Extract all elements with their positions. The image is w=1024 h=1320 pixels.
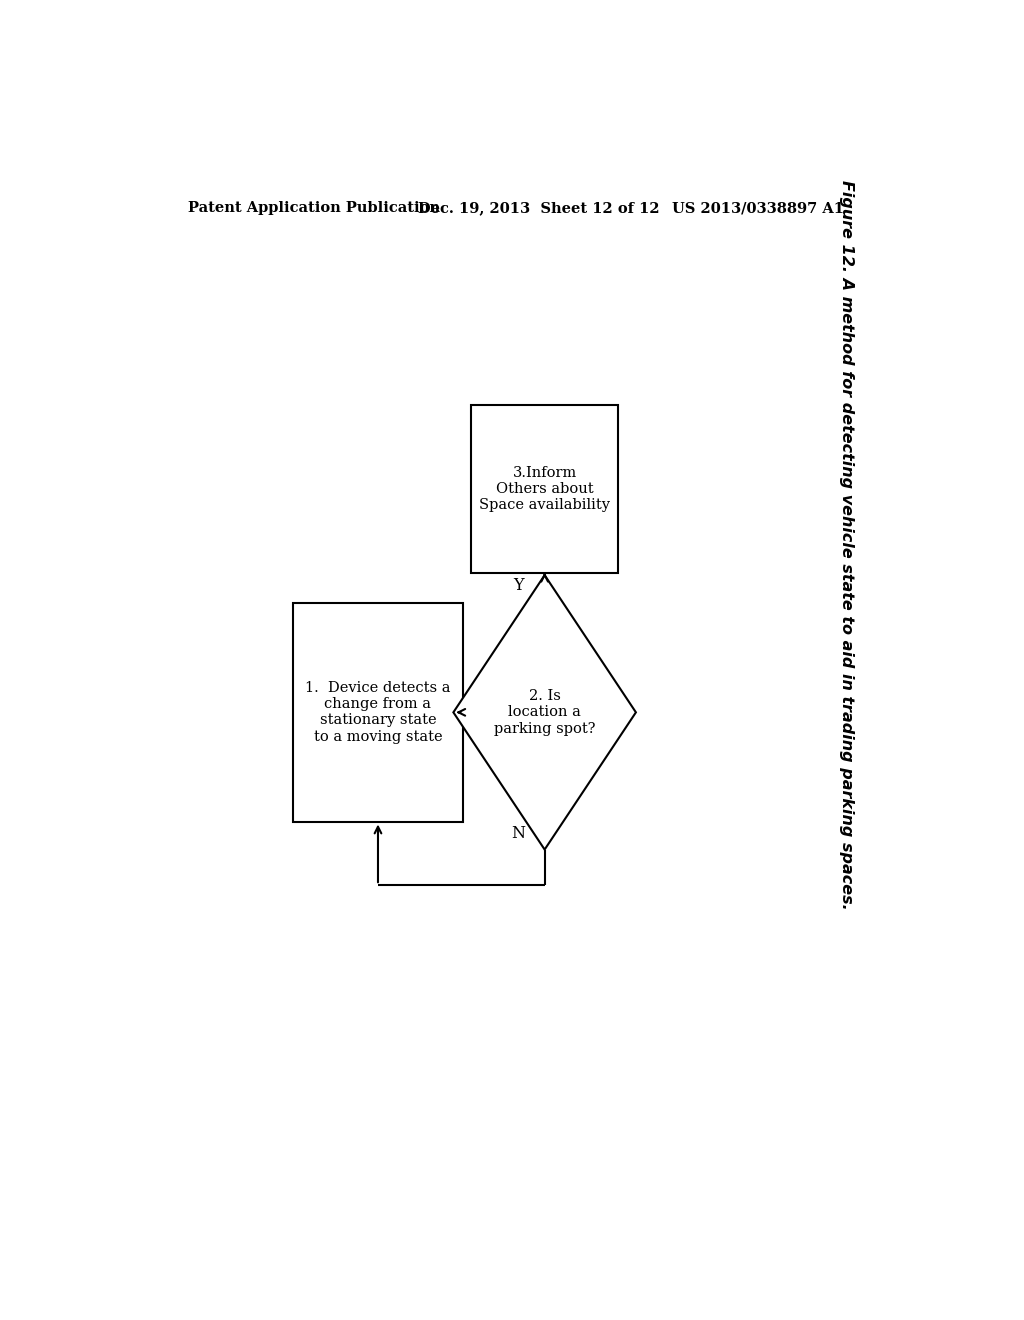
Text: Y: Y: [513, 577, 523, 594]
Text: Figure 12. A method for detecting vehicle state to aid in trading parking spaces: Figure 12. A method for detecting vehicl…: [839, 180, 854, 909]
Bar: [293, 603, 463, 821]
Text: 1.  Device detects a
change from a
stationary state
to a moving state: 1. Device detects a change from a statio…: [305, 681, 451, 743]
Polygon shape: [454, 576, 636, 850]
Bar: [471, 405, 618, 573]
Text: Dec. 19, 2013  Sheet 12 of 12: Dec. 19, 2013 Sheet 12 of 12: [418, 201, 659, 215]
Text: US 2013/0338897 A1: US 2013/0338897 A1: [672, 201, 844, 215]
Text: N: N: [511, 825, 525, 842]
Text: 2. Is
location a
parking spot?: 2. Is location a parking spot?: [494, 689, 595, 735]
Text: 3.Inform
Others about
Space availability: 3.Inform Others about Space availability: [479, 466, 610, 512]
Text: Patent Application Publication: Patent Application Publication: [187, 201, 439, 215]
